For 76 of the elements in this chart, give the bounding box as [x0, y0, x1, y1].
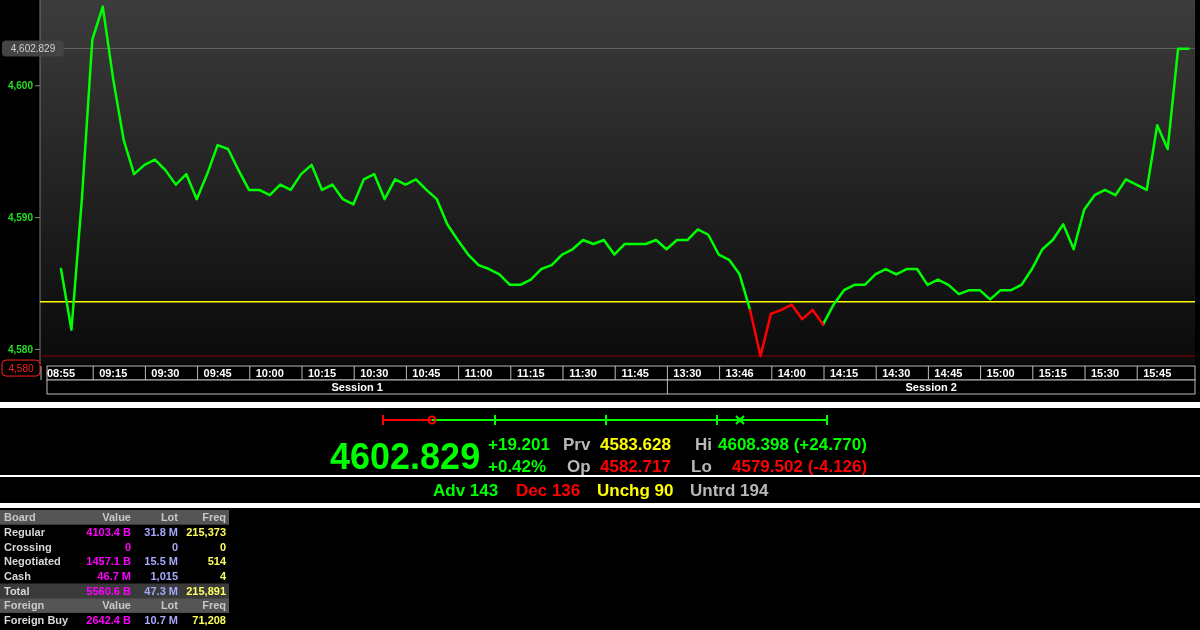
x-tick-label: 13:30 [673, 366, 702, 379]
text: 0 [171, 540, 178, 553]
x-tick-label: 09:30 [151, 366, 180, 379]
x-tick-label: 14:00 [777, 366, 806, 379]
text: 0 [124, 540, 131, 553]
text: 5560.6 B [86, 584, 132, 597]
text: Session 1 [331, 380, 383, 393]
x-tick-label: 11:45 [621, 366, 649, 379]
text: Regular [4, 525, 46, 538]
text: 4579.502 (-4.126) [732, 456, 868, 476]
text: Prv [563, 434, 591, 454]
text: Foreign Buy [4, 614, 70, 627]
text: Foreign [4, 599, 45, 612]
text: 1,015 [150, 570, 178, 583]
x-tick-label: 15:30 [1090, 366, 1120, 379]
text: 10.7 M [144, 614, 178, 627]
ref-line-label: 4,602.829 [10, 42, 56, 54]
text: 4583.628 [600, 434, 671, 454]
text: Op [567, 456, 591, 476]
x-tick-label: 10:45 [412, 366, 441, 379]
text: 215,373 [186, 525, 226, 538]
text: 215,891 [186, 584, 226, 597]
text: Freq [202, 599, 226, 612]
x-tick-label: 15:45 [1143, 366, 1172, 379]
text: Cash [4, 570, 32, 583]
text: 4103.4 B [86, 525, 132, 538]
text: 71,208 [192, 614, 226, 627]
text: 0 [219, 540, 226, 553]
text: 31.8 M [144, 525, 178, 538]
text: Lo [691, 456, 712, 476]
text: 4602.829 [330, 435, 481, 477]
x-tick-label: 09:45 [203, 366, 232, 379]
text: 2642.4 B [86, 614, 132, 627]
text: 1457.1 B [86, 555, 132, 568]
text: Freq [202, 511, 226, 524]
text: 47.3 M [144, 584, 178, 597]
x-tick-label: 14:30 [882, 366, 911, 379]
line-series [748, 303, 825, 358]
x-tick-label: 11:15 [517, 366, 545, 379]
text: Value [102, 599, 131, 612]
text: Dec 136 [516, 480, 581, 500]
text: Lot [160, 599, 179, 612]
text: 15.5 M [144, 555, 178, 568]
y-tick-label: 4,600 [7, 80, 34, 92]
text: 4 [219, 570, 227, 583]
x-tick-label: 11:00 [464, 366, 493, 379]
x-tick-label: 09:15 [99, 366, 128, 379]
text: 514 [207, 555, 227, 568]
y-tick-label: 4,580 [7, 343, 34, 355]
x-tick-label: 15:15 [1038, 366, 1067, 379]
text: Session 2 [905, 380, 957, 393]
text: Lot [160, 511, 179, 524]
x-tick-label: 13:46 [725, 366, 754, 379]
text: Board [4, 511, 36, 524]
text: Hi [695, 434, 712, 454]
x-tick-label: 15:00 [986, 366, 1015, 379]
x-tick-label: 11:30 [569, 366, 597, 379]
x-tick-label: 14:15 [829, 366, 859, 379]
text: Untrd 194 [690, 480, 769, 500]
x-tick-label: 10:15 [307, 366, 337, 379]
text: Adv 143 [433, 480, 499, 500]
x-tick-label: 10:30 [360, 366, 389, 379]
text: Value [102, 511, 131, 524]
x-tick-label: 10:00 [255, 366, 284, 379]
text: +0.42% [488, 456, 547, 476]
text: +19.201 [488, 434, 550, 454]
x-tick-label: 08:55 [46, 366, 76, 379]
text: Unchg 90 [597, 480, 674, 500]
text: 46.7 M [97, 570, 131, 583]
y-tick-label: 4,590 [7, 212, 34, 224]
text: Negotiated [4, 555, 61, 568]
x-tick-label: 14:45 [934, 366, 963, 379]
text: 4582.717 [600, 456, 671, 476]
text: Total [4, 584, 30, 597]
text: 4608.398 (+24.770) [718, 434, 867, 454]
text: Crossing [4, 540, 52, 553]
